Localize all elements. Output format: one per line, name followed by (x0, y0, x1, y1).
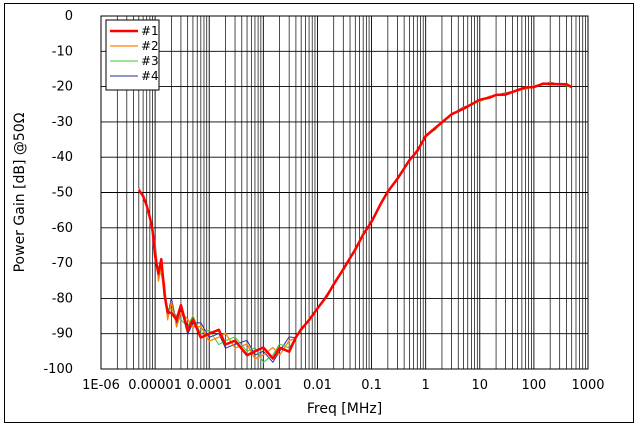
y-tick-label: -70 (52, 256, 73, 271)
x-axis-title: Freq [MHz] (307, 401, 382, 417)
y-tick-label: -10 (52, 44, 73, 59)
y-axis-ticks: 0 -10 -20 -30 -40 -50 -60 -70 -80 -90 -100 (43, 9, 73, 377)
y-tick-label: -20 (52, 80, 73, 95)
y-tick-label: -30 (52, 115, 73, 130)
legend-label-3: #3 (141, 54, 159, 68)
x-tick-label: 0.001 (245, 378, 282, 393)
series-layer (137, 81, 573, 363)
series-line-1 (137, 82, 573, 360)
x-tick-label: 0.01 (303, 378, 332, 393)
y-tick-label: -100 (43, 362, 73, 377)
y-tick-label: 0 (65, 9, 73, 24)
plot-area (100, 15, 589, 370)
legend-label-4: #4 (141, 69, 159, 83)
legend: #1#2#3#4 (105, 19, 160, 91)
x-tick-label: 0.1 (361, 378, 382, 393)
y-tick-label: -60 (52, 221, 73, 236)
x-tick-label: 0.0001 (186, 378, 232, 393)
x-tick-label: 1 (422, 378, 430, 393)
y-axis-title: Power Gain [dB] @50Ω (12, 112, 28, 272)
y-tick-label: -90 (52, 327, 73, 342)
x-tick-label: 1000 (571, 378, 604, 393)
x-tick-label: 10 (472, 378, 489, 393)
legend-label-2: #2 (141, 39, 159, 53)
y-tick-label: -40 (52, 150, 73, 165)
y-tick-label: -80 (52, 291, 73, 306)
legend-label-1: #1 (141, 24, 159, 38)
x-axis-ticks: 1E-06 0.00001 0.0001 0.001 0.01 0.1 1 10 100 1000 (82, 378, 604, 393)
x-tick-label: 100 (521, 378, 546, 393)
y-tick-label: -50 (52, 186, 73, 201)
x-tick-label: 0.00001 (128, 378, 182, 393)
x-tick-label: 1E-06 (82, 378, 120, 393)
